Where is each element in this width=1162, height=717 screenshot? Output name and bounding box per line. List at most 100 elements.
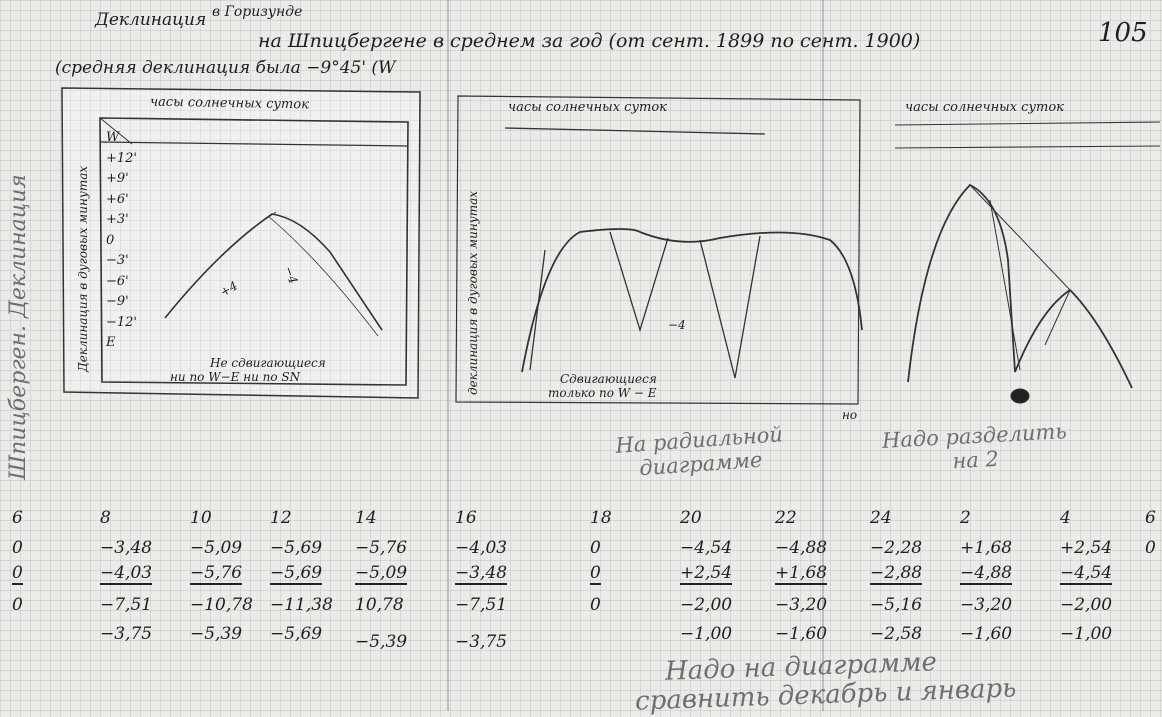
scale-label: +9' <box>106 171 129 186</box>
left-top-label: часы солнечных суток <box>149 94 310 113</box>
hour-divider <box>99 141 409 147</box>
table-cell-sum: 10,78 <box>355 595 404 615</box>
table-cell-row1: 0 <box>1145 538 1156 558</box>
table-cell-sum: −3,20 <box>775 595 828 615</box>
paper-fold <box>447 0 449 711</box>
table-cell-sum: 0 <box>590 595 601 615</box>
table-cell-row2: 0 <box>590 563 601 585</box>
page-number: 105 <box>1098 18 1148 48</box>
table-cell-row1: −4,03 <box>455 538 508 558</box>
diagram-middle <box>455 95 863 405</box>
diagram-right <box>894 121 1161 404</box>
table-cell-hours: 6 <box>12 508 23 528</box>
scale-label: −12' <box>106 314 138 330</box>
table-cell-half: −1,60 <box>775 624 828 644</box>
left-bottom-label-1: Не сдвигающиеся <box>210 356 326 370</box>
table-cell-sum: −10,78 <box>190 595 253 615</box>
diagram-middle-frame <box>455 95 861 405</box>
table-cell-hours: 14 <box>355 508 377 528</box>
title-main: на Шпицбергене в среднем за год (от сент… <box>258 30 921 52</box>
table-cell-row1: +1,68 <box>960 538 1013 558</box>
title-declination: Деклинация <box>95 10 207 30</box>
diagram-left <box>61 87 421 399</box>
table-cell-row1: 0 <box>12 538 23 558</box>
table-cell-hours: 8 <box>100 508 111 528</box>
table-cell-hours: 6 <box>1145 508 1156 528</box>
diagram-left-curve-alt <box>169 211 379 337</box>
middle-top-label-1: часы солнечных суток <box>508 100 667 115</box>
diagram-middle-curve <box>521 228 863 373</box>
diagram-right-curve <box>907 183 1133 389</box>
table-cell-half: −2,58 <box>870 624 923 644</box>
table-cell-hours: 10 <box>190 508 212 528</box>
middle-bottom-label-1: Сдвигающиеся <box>560 372 657 386</box>
ink-blot <box>1010 388 1030 404</box>
diagram-middle-loops <box>529 231 761 379</box>
scale-label: −6' <box>106 273 129 289</box>
table-cell-row1: −5,69 <box>270 538 323 558</box>
table-cell-half: −3,75 <box>455 632 508 652</box>
table-cell-row1: −4,54 <box>680 538 733 558</box>
table-cell-half: −5,69 <box>270 624 323 644</box>
table-cell-half: −1,60 <box>960 624 1013 644</box>
table-cell-hours: 18 <box>590 508 612 528</box>
table-cell-half: −5,39 <box>190 624 243 644</box>
table-cell-row1: −5,09 <box>190 538 243 558</box>
diagram-left-inner-frame <box>99 117 409 386</box>
scale-label: +12' <box>106 150 138 166</box>
table-cell-sum: 0 <box>12 595 23 615</box>
table-cell-sum: −11,38 <box>270 595 333 615</box>
table-cell-row2: +1,68 <box>775 563 828 585</box>
left-axis-label: Деклинация в дуговых минутах <box>76 165 90 372</box>
table-cell-sum: −3,20 <box>960 595 1013 615</box>
table-cell-row2: +2,54 <box>680 563 733 585</box>
diagram-left-frame <box>61 87 421 399</box>
scale-label: E <box>106 335 116 350</box>
scale-label: −9' <box>106 294 129 309</box>
table-cell-row2: −5,76 <box>190 563 243 585</box>
table-cell-hours: 2 <box>960 508 971 528</box>
table-cell-row2: −4,54 <box>1060 563 1113 585</box>
table-cell-row1: −2,28 <box>870 538 923 558</box>
middle-center-value: −4 <box>668 318 686 332</box>
table-cell-half: −1,00 <box>1060 624 1113 644</box>
middle-top-label-2: часы солнечных суток <box>905 100 1064 115</box>
scale-label: +3' <box>106 212 129 227</box>
left-bottom-label-2: ни по W−E ни по SN <box>170 370 301 384</box>
table-cell-sum: −7,51 <box>100 595 153 615</box>
paper-fold <box>822 0 824 711</box>
middle-bottom-label-2: только по W − E <box>548 386 657 400</box>
table-cell-row2: −4,88 <box>960 563 1013 585</box>
table-cell-hours: 12 <box>270 508 292 528</box>
table-cell-row2: −3,48 <box>455 563 508 585</box>
middle-below-note: но <box>842 408 858 422</box>
table-cell-row1: −4,88 <box>775 538 828 558</box>
table-cell-row1: +2,54 <box>1060 538 1113 558</box>
table-cell-row2: −5,69 <box>270 563 323 585</box>
table-cell-row2: −2,88 <box>870 563 923 585</box>
table-cell-half: −3,75 <box>100 624 153 644</box>
left-scale: W +12' +9' +6' +3' 0 −3' −6' −9' −12' E <box>106 128 137 354</box>
table-cell-hours: 4 <box>1060 508 1071 528</box>
title-location: в Горизунде <box>212 4 303 20</box>
middle-axis-label: деклинация в дуговых минутах <box>466 191 480 395</box>
scale-label: +6' <box>106 191 129 207</box>
scale-label: 0 <box>106 232 115 248</box>
table-cell-hours: 20 <box>680 508 702 528</box>
note-divide: Надо разделить на 2 <box>881 419 1068 474</box>
table-cell-sum: −5,16 <box>870 595 923 615</box>
table-cell-hours: 22 <box>775 508 797 528</box>
table-cell-sum: −2,00 <box>1060 595 1113 615</box>
scale-label: W <box>106 130 120 145</box>
table-cell-row2: 0 <box>12 563 23 585</box>
table-cell-sum: −7,51 <box>455 595 508 615</box>
table-cell-hours: 24 <box>870 508 892 528</box>
table-cell-row1: −5,76 <box>355 538 408 558</box>
table-cell-half: −1,00 <box>680 624 733 644</box>
table-cell-row2: −4,03 <box>100 563 153 585</box>
scale-label: −3' <box>106 253 129 268</box>
table-cell-hours: 16 <box>455 508 477 528</box>
hour-divider <box>894 121 1161 149</box>
table-cell-half: −5,39 <box>355 632 408 652</box>
